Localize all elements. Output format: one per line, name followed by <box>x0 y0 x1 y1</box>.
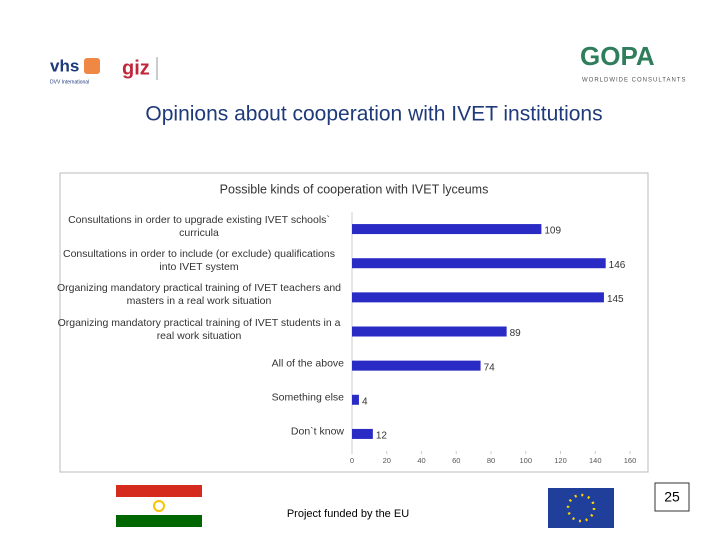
eu-flag <box>548 488 614 528</box>
giz-logo: giz <box>122 57 150 79</box>
x-tick-label: 0 <box>350 456 354 465</box>
page-number: 25 <box>664 489 680 505</box>
chart-title: Possible kinds of cooperation with IVET … <box>220 182 489 196</box>
flag-stripe <box>116 497 202 515</box>
flag-emblem <box>153 500 165 512</box>
y-tick-label: Consultations in order to upgrade existi… <box>68 214 330 240</box>
funding-note: Project funded by the EU <box>287 508 409 520</box>
bar <box>352 428 373 439</box>
vhs-logo-mark <box>84 58 100 74</box>
flag-stripe <box>116 515 202 527</box>
data-label: 4 <box>362 396 368 407</box>
y-tick-label: Don`t know <box>290 425 344 438</box>
gopa-logo-sub: WORLDWIDE CONSULTANTS <box>582 78 686 84</box>
page-number-box <box>654 482 690 512</box>
data-label: 146 <box>609 260 626 271</box>
gopa-logo: GOPA <box>580 41 655 71</box>
vhs-logo-sub: DVV International <box>50 79 89 85</box>
y-tick-label: Consultations in order to include (or ex… <box>63 248 335 274</box>
data-label: 89 <box>510 328 522 339</box>
x-tick-label: 120 <box>554 456 567 465</box>
slide-title: Opinions about cooperation with IVET ins… <box>145 103 602 126</box>
data-label: 12 <box>376 431 388 442</box>
data-label: 145 <box>607 294 624 305</box>
flag-stripe <box>116 485 202 497</box>
x-tick-label: 20 <box>383 456 391 465</box>
x-tick-label: 140 <box>589 456 602 465</box>
bar <box>352 224 542 235</box>
y-tick-label: Something else <box>271 391 344 404</box>
bar <box>352 360 481 371</box>
chart-frame <box>59 172 649 473</box>
data-label: 74 <box>484 362 496 373</box>
x-tick-label: 100 <box>519 456 532 465</box>
y-tick-label: Organizing mandatory practical training … <box>57 316 341 342</box>
eu-stars <box>566 493 596 523</box>
bar <box>352 292 604 303</box>
vhs-logo: vhs <box>50 56 79 75</box>
bar <box>352 258 606 269</box>
y-tick-label: Organizing mandatory practical training … <box>56 282 342 308</box>
x-tick-label: 160 <box>624 456 637 465</box>
x-tick-label: 40 <box>417 456 425 465</box>
bar <box>352 394 359 405</box>
y-tick-label: All of the above <box>271 357 344 370</box>
x-tick-label: 60 <box>452 456 460 465</box>
bar <box>352 326 507 337</box>
x-tick-label: 80 <box>487 456 495 465</box>
data-label: 109 <box>544 226 561 237</box>
